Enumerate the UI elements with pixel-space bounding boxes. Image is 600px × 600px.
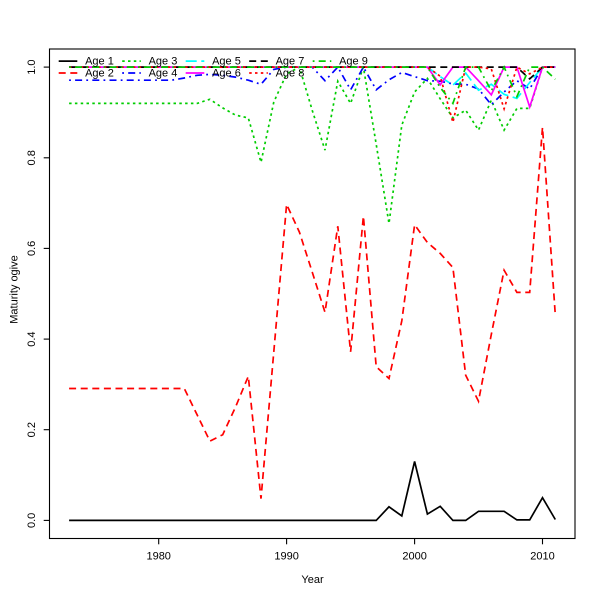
- svg-text:Age 9: Age 9: [339, 56, 368, 68]
- svg-text:Year: Year: [301, 574, 324, 586]
- svg-text:Age 6: Age 6: [212, 67, 241, 79]
- svg-text:1.0: 1.0: [26, 59, 38, 74]
- svg-text:0.4: 0.4: [26, 331, 38, 346]
- svg-text:0.6: 0.6: [26, 241, 38, 256]
- svg-text:1990: 1990: [274, 550, 298, 562]
- svg-text:Age 5: Age 5: [212, 56, 241, 68]
- svg-text:Maturity ogive: Maturity ogive: [9, 255, 21, 323]
- svg-text:0.8: 0.8: [26, 150, 38, 165]
- svg-text:Age 2: Age 2: [85, 67, 114, 79]
- svg-text:Age 1: Age 1: [85, 56, 114, 68]
- svg-text:Age 3: Age 3: [149, 56, 178, 68]
- svg-text:Age 8: Age 8: [276, 67, 305, 79]
- svg-text:Age 7: Age 7: [276, 56, 305, 68]
- svg-text:0.0: 0.0: [26, 513, 38, 528]
- svg-text:2010: 2010: [530, 550, 554, 562]
- svg-text:1980: 1980: [146, 550, 170, 562]
- svg-text:2000: 2000: [402, 550, 426, 562]
- svg-text:0.2: 0.2: [26, 422, 38, 437]
- svg-text:Age 4: Age 4: [149, 67, 178, 79]
